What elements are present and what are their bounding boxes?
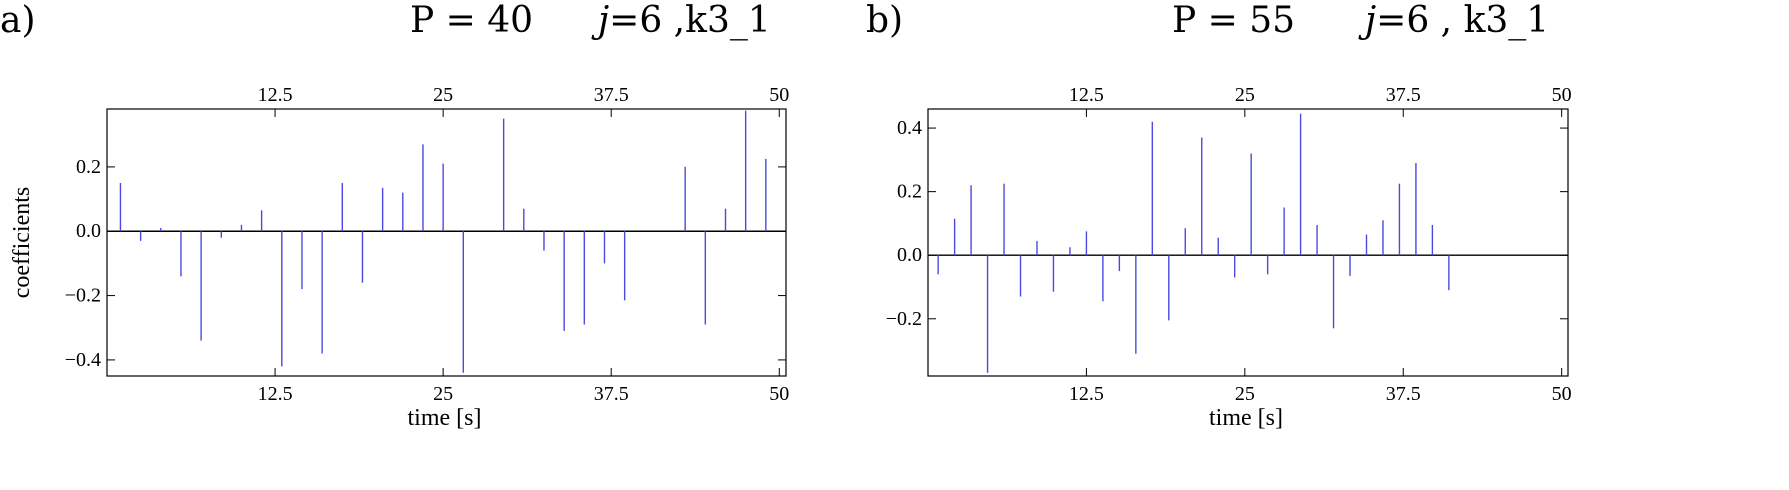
panel-a-subtitle-var: j <box>598 0 610 41</box>
x-axis-label: time [s] <box>408 405 482 431</box>
panel-b-title: P = 55 <box>1172 0 1295 41</box>
panel-b-subtitle-var: j <box>1365 0 1377 41</box>
panel-a-subtitle-rest: =6 ,k3_1 <box>609 0 771 41</box>
x-tick-label-top: 25 <box>433 84 453 106</box>
y-tick-label: −0.4 <box>65 349 101 371</box>
chart-a: 12.5 12.5 25 25 37.5 37.5 50 50 −0.4 −0.2 0.0 0.2 ti… <box>9 84 789 431</box>
x-tick-label-bottom: 50 <box>769 383 789 405</box>
panel-a-title: P = 40 <box>410 0 533 41</box>
y-tick-label: 0.0 <box>897 244 922 266</box>
y-tick-label: 0.0 <box>76 220 101 242</box>
panel-a-label: a) <box>0 0 36 41</box>
x-tick-label-bottom: 37.5 <box>1386 383 1421 405</box>
y-tick-label: 0.2 <box>76 156 101 178</box>
x-tick-label-bottom: 37.5 <box>594 383 629 405</box>
x-tick-label-top: 37.5 <box>1386 84 1421 106</box>
x-tick-label-top: 50 <box>769 84 789 106</box>
x-tick-label-bottom: 12.5 <box>1069 383 1104 405</box>
chart-b: 12.5 12.5 25 25 37.5 37.5 50 50 −0.2 0.0 0.2 0.4 tim… <box>886 84 1572 431</box>
y-tick-label: −0.2 <box>886 308 922 330</box>
panel-b-label: b) <box>866 0 904 41</box>
y-tick-label: 0.4 <box>897 117 922 139</box>
x-tick-label-top: 12.5 <box>258 84 293 106</box>
y-tick-label: −0.2 <box>65 285 101 307</box>
x-tick-label-top: 50 <box>1552 84 1572 106</box>
y-axis-label: coefficients <box>9 187 35 299</box>
x-tick-label-bottom: 50 <box>1552 383 1572 405</box>
x-tick-label-top: 25 <box>1235 84 1255 106</box>
panel-b-title-p: P = 55 <box>1172 0 1296 41</box>
x-tick-label-bottom: 25 <box>433 383 453 405</box>
plot-frame <box>927 108 1569 377</box>
x-axis-label: time [s] <box>1209 405 1283 431</box>
panel-b-subtitle-rest: =6 , k3_1 <box>1376 0 1550 41</box>
x-tick-label-bottom: 25 <box>1235 383 1255 405</box>
panel-a-subtitle: j=6 ,k3_1 <box>598 0 771 41</box>
x-tick-label-bottom: 12.5 <box>258 383 293 405</box>
plot-frame <box>106 108 787 377</box>
y-tick-label: 0.2 <box>897 181 922 203</box>
panel-a-title-p: P = 40 <box>410 0 534 41</box>
panel-b-subtitle: j=6 , k3_1 <box>1365 0 1549 41</box>
x-tick-label-top: 12.5 <box>1069 84 1104 106</box>
x-tick-label-top: 37.5 <box>594 84 629 106</box>
